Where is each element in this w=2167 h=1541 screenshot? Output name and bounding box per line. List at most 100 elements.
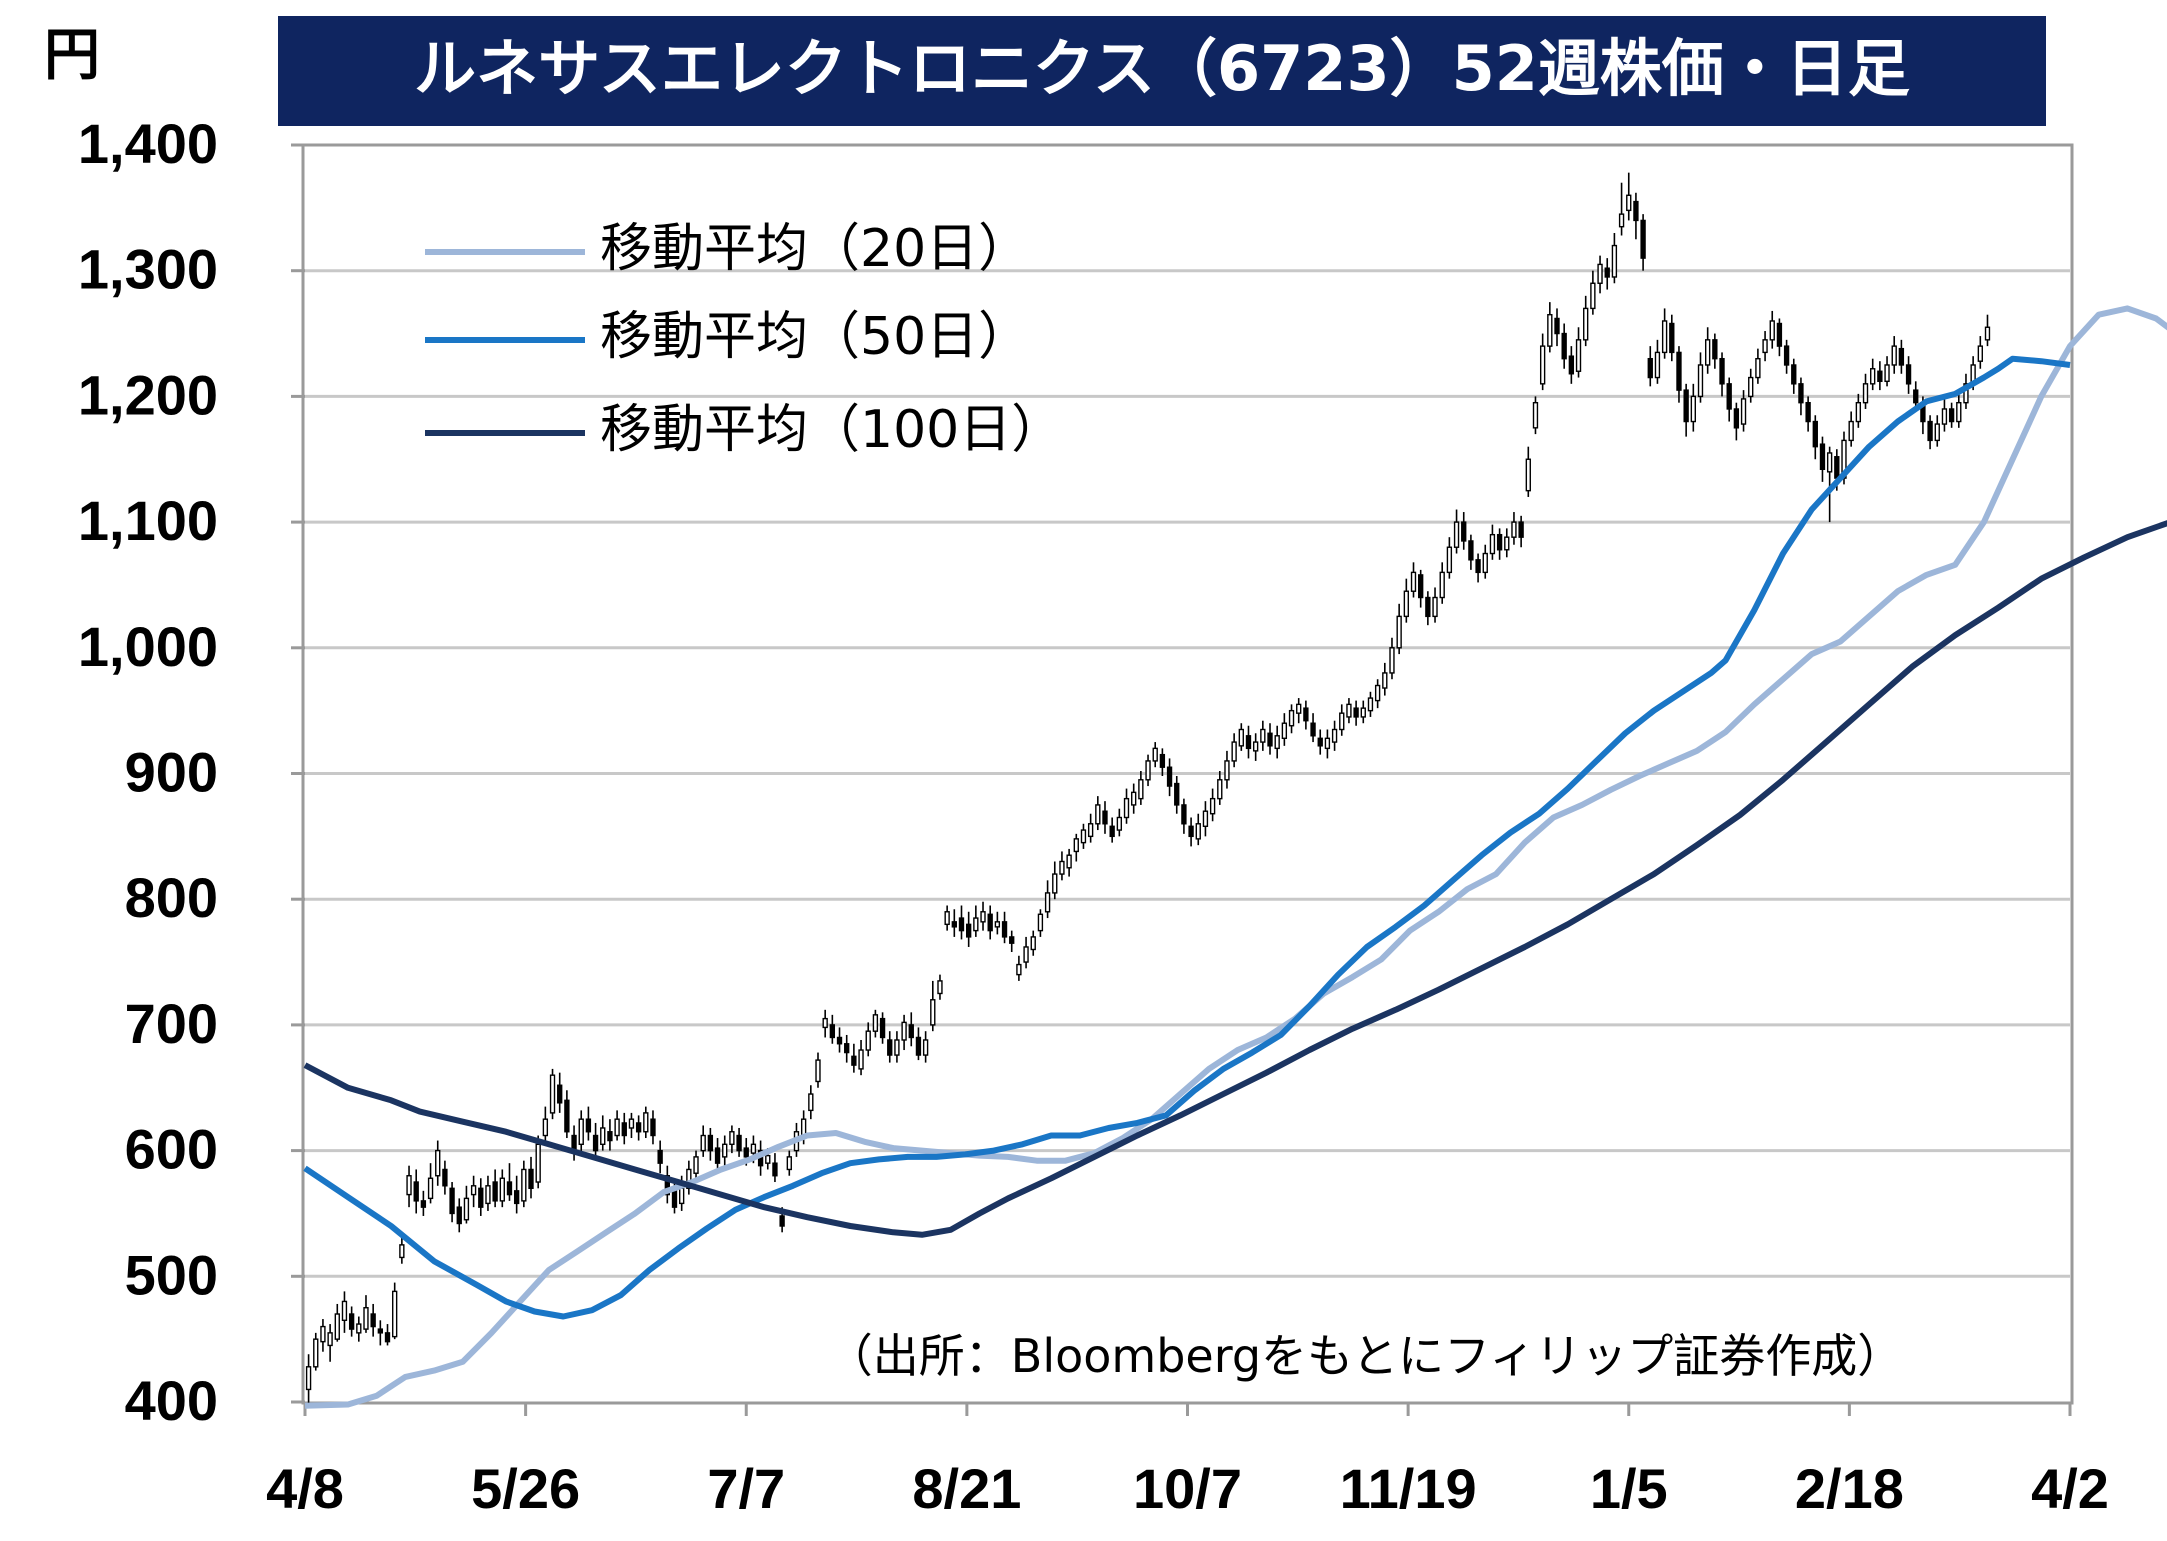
candle-body xyxy=(1568,355,1575,375)
candle-body xyxy=(1037,913,1044,932)
candle-body xyxy=(657,1149,663,1164)
candle-body xyxy=(915,1036,922,1056)
candle-body xyxy=(456,1206,462,1225)
candle-body xyxy=(1905,364,1912,385)
candle-body xyxy=(1583,307,1589,341)
candle-body xyxy=(1654,351,1661,379)
candle-body xyxy=(1166,766,1173,787)
candle-body xyxy=(1353,707,1359,718)
candle-body xyxy=(413,1181,419,1202)
candle-body xyxy=(765,1154,771,1164)
candle-body xyxy=(736,1134,742,1152)
candle-body xyxy=(1798,383,1804,404)
candle-body xyxy=(944,911,950,926)
candle-body xyxy=(1661,320,1668,354)
candle-body xyxy=(700,1134,706,1152)
candle-body xyxy=(1848,420,1854,442)
candle-body xyxy=(1783,345,1790,366)
candle-body xyxy=(1633,200,1639,222)
candle-body xyxy=(729,1131,735,1146)
candle-body xyxy=(1195,823,1201,840)
candle-body xyxy=(1891,345,1897,366)
candle-body xyxy=(1597,263,1603,284)
x-tick-label: 5/26 xyxy=(471,1457,580,1520)
candles xyxy=(305,172,1991,1405)
candle-body xyxy=(1834,456,1840,479)
candle-body xyxy=(707,1134,714,1152)
candle-body xyxy=(1453,521,1460,548)
candle-body xyxy=(513,1190,520,1205)
candle-body xyxy=(1461,521,1467,542)
candle-body xyxy=(607,1131,613,1142)
candle-body xyxy=(305,1366,312,1391)
candle-body xyxy=(743,1147,749,1158)
candle-body xyxy=(1733,408,1740,429)
candle-body xyxy=(887,1039,893,1056)
candle-body xyxy=(1504,536,1510,551)
x-axis: 4/8 5/26 7/7 8/21 10/7 11/19 1/5 2/18 4/2 xyxy=(266,1402,2109,1520)
candle-body xyxy=(1618,213,1625,228)
candle-body xyxy=(1647,357,1653,379)
candle-body xyxy=(1296,703,1302,714)
candle-body xyxy=(808,1093,814,1112)
candle-body xyxy=(908,1024,914,1039)
candle-body xyxy=(1676,351,1682,391)
candle-body xyxy=(1217,779,1223,800)
candle-body xyxy=(858,1049,864,1070)
candle-body xyxy=(542,1118,549,1137)
candle-body xyxy=(722,1143,728,1158)
candle-body xyxy=(1023,946,1029,963)
candle-body xyxy=(1095,804,1101,825)
candle-body xyxy=(1532,401,1539,429)
candle-body xyxy=(1726,383,1732,410)
candle-body xyxy=(815,1059,821,1083)
y-tick-label: 1,400 xyxy=(78,112,218,175)
candle-body xyxy=(872,1014,879,1032)
candle-body xyxy=(1138,779,1144,800)
candle-body xyxy=(521,1168,527,1202)
y-unit-label: 円 xyxy=(44,23,100,86)
candle-body xyxy=(1202,810,1209,827)
candle-body xyxy=(1740,398,1747,425)
candle-body xyxy=(1690,395,1696,423)
candle-body xyxy=(585,1118,592,1133)
candle-body xyxy=(614,1118,620,1137)
candle-body xyxy=(1855,401,1862,423)
candle-body xyxy=(1776,322,1783,347)
y-tick-label: 500 xyxy=(125,1243,218,1306)
candle-body xyxy=(714,1147,721,1164)
y-tick-label: 1,100 xyxy=(78,489,218,552)
candle-body xyxy=(1927,420,1933,442)
candle-body xyxy=(1862,383,1869,404)
candle-body xyxy=(1303,707,1309,722)
candle-body xyxy=(1640,219,1646,259)
candle-body xyxy=(750,1143,757,1154)
candle-body xyxy=(1791,364,1797,385)
candle-body xyxy=(442,1168,448,1187)
candle-body xyxy=(1877,370,1883,383)
candle-body xyxy=(1511,521,1517,538)
candle-body xyxy=(1948,408,1955,423)
candle-body xyxy=(564,1099,570,1133)
title-banner xyxy=(278,16,2046,126)
candle-body xyxy=(1712,339,1718,360)
y-tick-label: 1,000 xyxy=(78,615,218,678)
candle-body xyxy=(384,1332,391,1343)
candle-body xyxy=(772,1162,778,1177)
candle-body xyxy=(973,917,979,932)
candle-body xyxy=(894,1039,900,1056)
candle-body xyxy=(1052,873,1058,894)
candle-body xyxy=(1819,443,1826,471)
ma-line-1 xyxy=(303,355,2071,1320)
candle-body xyxy=(844,1043,850,1054)
x-tick-label: 7/7 xyxy=(707,1457,785,1520)
candle-body xyxy=(392,1290,398,1338)
candle-body xyxy=(951,921,957,928)
y-tick-label: 400 xyxy=(125,1369,218,1432)
x-tick-label: 8/21 xyxy=(912,1457,1021,1520)
candle-body xyxy=(1963,383,1969,404)
candle-body xyxy=(1575,339,1582,372)
candle-body xyxy=(1181,804,1187,825)
candle-body xyxy=(1482,552,1488,574)
candle-body xyxy=(958,917,965,932)
